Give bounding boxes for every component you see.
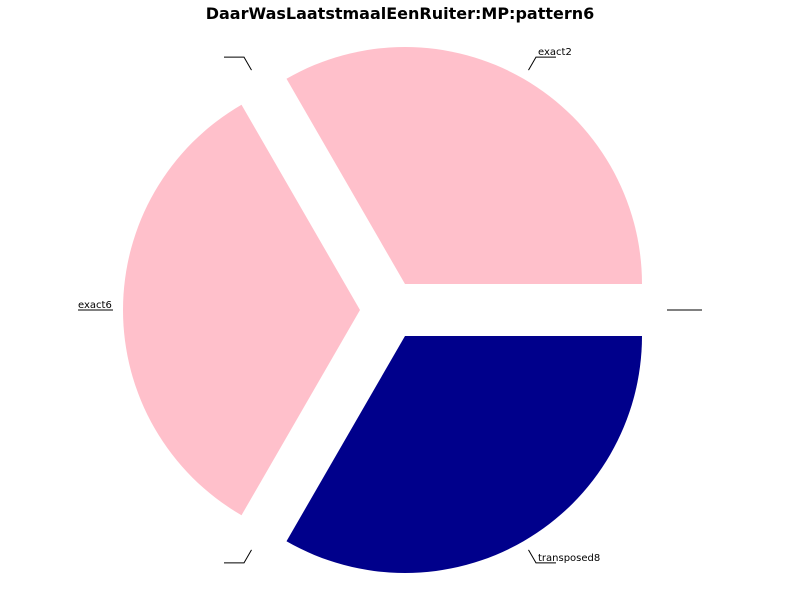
pie-slice-transposed8-4 <box>286 335 642 573</box>
slice-label-exact2: exact2 <box>538 47 572 58</box>
pie-slice-exact6-2 <box>123 104 360 516</box>
slice-label-transposed8: transposed8 <box>538 553 600 564</box>
leader-line-unlabeled-3 <box>224 549 252 564</box>
pie-slice-exact2-0 <box>286 47 642 285</box>
leader-line-exact2-0 <box>528 56 556 71</box>
leader-line-transposed8-4 <box>528 549 556 564</box>
slice-label-exact6: exact6 <box>78 300 112 311</box>
leader-line-unlabeled-1 <box>224 56 252 71</box>
chart-title: DaarWasLaatstmaalEenRuiter:MP:pattern6 <box>205 4 595 23</box>
